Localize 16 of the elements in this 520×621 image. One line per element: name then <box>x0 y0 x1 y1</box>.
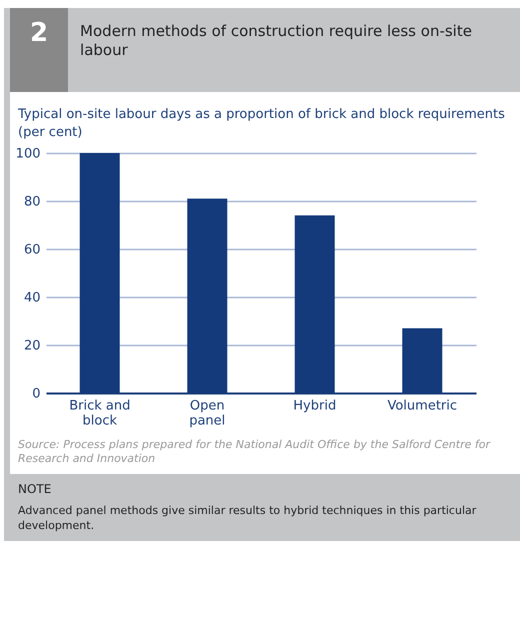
y-tick-label: 60 <box>24 242 40 258</box>
x-tick-label: Volumetric <box>387 398 458 414</box>
y-tick-label: 20 <box>24 338 40 354</box>
y-tick-label: 0 <box>32 386 40 402</box>
source-note: Source: Process plans prepared for the National Audit Office by the Salford Centre for Research and Innovation <box>17 437 492 467</box>
y-tick-label: 100 <box>16 146 40 162</box>
chart-title: Modern methods of construction require less on-site labour <box>79 21 473 60</box>
text: Advanced panel methods give similar results to hybrid techniques in this particular development. <box>18 503 478 533</box>
text: NOTE <box>18 482 52 497</box>
y-tick-label: 80 <box>24 194 40 210</box>
text: 2 <box>10 8 68 92</box>
chart-subtitle: Typical on-site labour days as a proportion of brick and block requirements (per cent) <box>17 106 506 142</box>
x-tick-label: Hybrid <box>293 398 336 414</box>
y-tick-label: 40 <box>24 290 40 306</box>
x-tick-label: Open panel <box>189 398 226 428</box>
x-tick-label: Brick and block <box>69 398 130 428</box>
